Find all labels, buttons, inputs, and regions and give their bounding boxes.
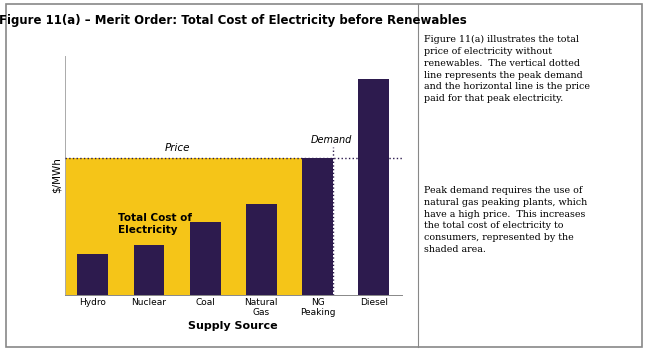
Text: Figure 11(a) – Merit Order: Total Cost of Electricity before Renewables: Figure 11(a) – Merit Order: Total Cost o… <box>0 14 467 27</box>
Bar <box>246 204 277 295</box>
Text: Peak demand requires the use of
natural gas peaking plants, which
have a high pr: Peak demand requires the use of natural … <box>424 186 588 254</box>
X-axis label: Supply Source: Supply Source <box>189 321 278 331</box>
Bar <box>65 158 318 295</box>
Text: Price: Price <box>165 143 190 153</box>
Bar <box>133 245 165 295</box>
Bar <box>190 222 220 295</box>
Bar <box>77 254 108 295</box>
Text: Demand: Demand <box>311 135 353 145</box>
Text: Figure 11(a) illustrates the total
price of electricity without
renewables.  The: Figure 11(a) illustrates the total price… <box>424 35 590 103</box>
Bar <box>358 79 389 295</box>
Bar <box>302 158 333 295</box>
Y-axis label: $/MWh: $/MWh <box>52 158 62 193</box>
Text: Total Cost of
Electricity: Total Cost of Electricity <box>118 213 192 235</box>
